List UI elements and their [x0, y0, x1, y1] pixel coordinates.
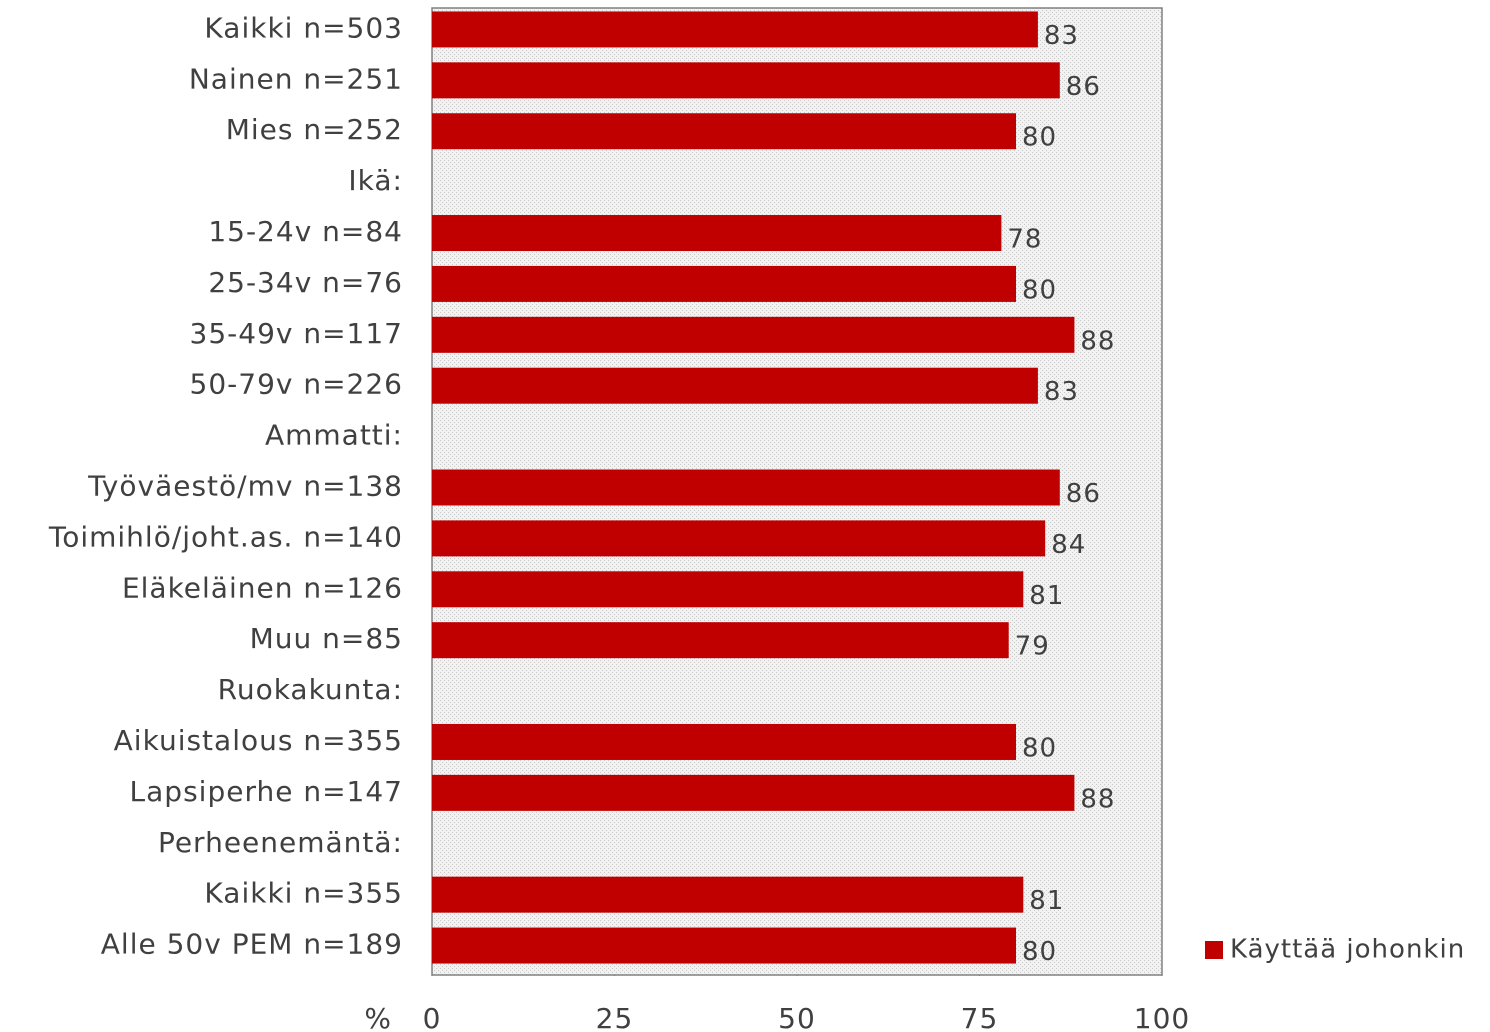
data-label: 80	[1022, 275, 1057, 305]
y-tick-label: Lapsiperhe n=147	[130, 775, 403, 808]
data-label: 80	[1022, 733, 1057, 763]
y-tick-label: Kaikki n=503	[204, 11, 403, 44]
bar	[432, 11, 1038, 48]
data-label: 79	[1015, 632, 1050, 662]
bar	[432, 265, 1016, 302]
bar	[432, 469, 1060, 506]
data-label: 86	[1066, 479, 1101, 509]
y-tick-label: Muu n=85	[250, 622, 403, 655]
bar	[432, 215, 1002, 252]
data-label: 83	[1044, 377, 1079, 407]
y-tick-label: Toimihlö/joht.as. n=140	[48, 520, 403, 553]
bar	[432, 316, 1075, 353]
y-tick-label: 35-49v n=117	[190, 317, 403, 350]
x-tick-label: 75	[961, 1002, 999, 1032]
x-tick-label: 0	[423, 1002, 442, 1032]
x-axis-label: %	[364, 1002, 392, 1032]
bar	[432, 876, 1024, 913]
data-label: 83	[1044, 21, 1079, 51]
data-label: 88	[1080, 784, 1115, 814]
bar	[432, 622, 1009, 659]
legend-swatch	[1205, 941, 1223, 959]
bar	[432, 520, 1046, 557]
x-tick-label: 100	[1134, 1002, 1190, 1032]
y-tick-label: Ammatti:	[265, 419, 403, 452]
bar	[432, 113, 1016, 150]
bar	[432, 723, 1016, 760]
y-tick-label: 50-79v n=226	[190, 368, 403, 401]
y-tick-label: Ruokakunta:	[218, 673, 403, 706]
bar	[432, 571, 1024, 608]
x-tick-label: 50	[778, 1002, 816, 1032]
y-tick-label: Eläkeläinen n=126	[122, 571, 403, 604]
data-label: 78	[1007, 225, 1042, 255]
y-tick-label: Kaikki n=355	[204, 877, 403, 910]
data-label: 86	[1066, 72, 1101, 102]
bar	[432, 774, 1075, 811]
bar	[432, 367, 1038, 404]
y-tick-label: 25-34v n=76	[208, 266, 403, 299]
data-label: 80	[1022, 937, 1057, 967]
y-tick-label: Työväestö/mv n=138	[87, 470, 403, 503]
y-tick-label: Nainen n=251	[189, 62, 403, 95]
x-tick-label: 25	[596, 1002, 634, 1032]
data-label: 80	[1022, 123, 1057, 153]
data-label: 84	[1051, 530, 1086, 560]
y-tick-label: Alle 50v PEM n=189	[101, 928, 403, 961]
legend-label: Käyttää johonkin	[1230, 935, 1465, 965]
y-tick-label: Mies n=252	[226, 113, 403, 146]
bar	[432, 927, 1016, 964]
y-tick-label: Aikuistalous n=355	[114, 724, 403, 757]
data-label: 88	[1080, 326, 1115, 356]
y-tick-label: Perheenemäntä:	[158, 826, 403, 859]
data-label: 81	[1029, 886, 1064, 916]
y-tick-label: Ikä:	[348, 164, 403, 197]
bar	[432, 62, 1060, 99]
y-tick-label: 15-24v n=84	[208, 215, 403, 248]
data-label: 81	[1029, 581, 1064, 611]
